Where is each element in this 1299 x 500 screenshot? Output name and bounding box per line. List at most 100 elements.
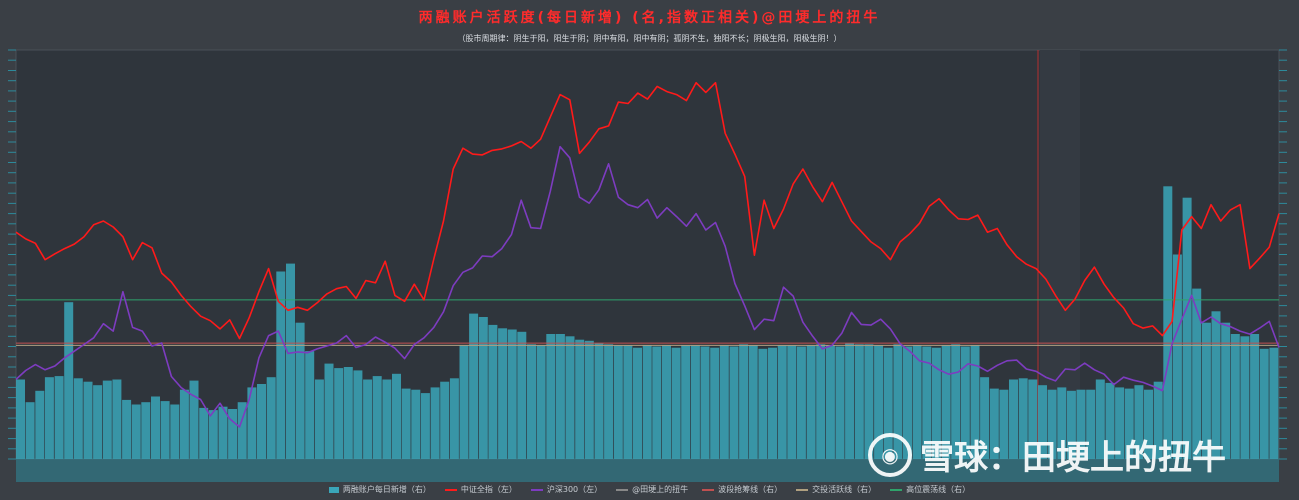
legend-item-hs: 沪深300（左） — [530, 484, 603, 495]
legend-item-author: @田埂上的扭牛 — [616, 484, 688, 495]
bar-76 — [748, 345, 758, 459]
bar-130 — [1269, 347, 1279, 459]
bar-6 — [73, 378, 83, 459]
bar-116 — [1134, 385, 1144, 459]
bar-42 — [420, 393, 430, 459]
bar-53 — [527, 344, 536, 459]
bar-123 — [1201, 322, 1211, 459]
legend-swatch-zz — [444, 488, 457, 491]
bar-38 — [382, 379, 392, 459]
bar-28 — [286, 263, 295, 459]
bar-35 — [353, 370, 363, 459]
bar-52 — [517, 331, 527, 459]
bar-20 — [208, 410, 218, 459]
bar-78 — [768, 347, 777, 459]
bar-55 — [546, 334, 556, 459]
bar-122 — [1192, 288, 1202, 459]
bar-89 — [874, 345, 884, 459]
bar-75 — [739, 344, 749, 459]
legend-swatch-author — [616, 488, 629, 491]
bar-112 — [1095, 379, 1105, 459]
bar-59 — [584, 340, 594, 459]
bar-8 — [93, 385, 103, 459]
bar-29 — [295, 322, 305, 459]
bar-110 — [1076, 389, 1086, 459]
bar-4 — [54, 376, 64, 459]
bar-61 — [604, 344, 614, 459]
reference-lines — [16, 299, 1279, 346]
bar-111 — [1086, 389, 1096, 459]
legend-label-bars: 两融账户每日新增（右） — [342, 485, 431, 494]
legend-item-bars: 两融账户每日新增（右） — [328, 484, 431, 495]
legend-label-hs: 沪深300（左） — [546, 485, 603, 494]
line-series — [15, 81, 1280, 428]
bar-32 — [324, 363, 334, 459]
bar-25 — [257, 384, 266, 459]
bar-81 — [796, 346, 806, 459]
bar-1 — [25, 402, 35, 459]
bar-30 — [305, 351, 315, 459]
bar-69 — [681, 345, 691, 459]
legend-swatch-active — [796, 488, 809, 491]
bar-3 — [44, 377, 54, 459]
bar-10 — [112, 379, 122, 459]
bar-66 — [652, 346, 662, 459]
bar-49 — [488, 324, 498, 459]
bar-47 — [469, 313, 479, 459]
bar-31 — [314, 379, 324, 459]
bar-84 — [825, 345, 835, 459]
bar-108 — [1057, 387, 1067, 459]
bar-13 — [141, 402, 151, 459]
bar-97 — [951, 344, 961, 459]
bar-88 — [864, 344, 874, 459]
bar-117 — [1144, 389, 1153, 459]
bar-82 — [806, 345, 816, 459]
bar-90 — [883, 347, 893, 459]
bar-57 — [565, 336, 575, 459]
bar-5 — [64, 302, 74, 459]
bar-93 — [912, 345, 922, 459]
bar-34 — [343, 367, 353, 459]
legend-item-active: 交投活跃线（右） — [796, 484, 876, 495]
bar-74 — [729, 346, 739, 459]
bar-67 — [662, 345, 671, 459]
bar-54 — [536, 345, 546, 459]
legend-swatch-hs — [530, 488, 543, 491]
bar-37 — [372, 376, 382, 459]
bar-62 — [613, 345, 623, 459]
bar-18 — [189, 380, 199, 459]
bar-72 — [710, 347, 720, 459]
bar-44 — [440, 381, 450, 459]
watermark-text: 雪球：田埂上的扭牛 — [920, 438, 1226, 478]
bar-95 — [931, 347, 941, 459]
series-line-zz — [15, 81, 1280, 340]
bar-24 — [247, 387, 257, 459]
bar-124 — [1211, 311, 1221, 459]
bar-79 — [777, 345, 787, 459]
bar-96 — [941, 345, 951, 459]
bar-65 — [642, 345, 652, 459]
bar-107 — [1047, 389, 1057, 459]
bar-56 — [555, 334, 565, 459]
bar-26 — [266, 377, 276, 459]
bar-92 — [903, 346, 912, 459]
bar-106 — [1038, 385, 1047, 459]
bar-129 — [1259, 348, 1269, 459]
bar-126 — [1230, 334, 1240, 459]
bar-99 — [970, 345, 980, 459]
bar-7 — [83, 381, 93, 459]
bar-87 — [854, 344, 864, 459]
right-axis — [1279, 49, 1287, 460]
bar-11 — [122, 399, 132, 459]
legend-swatch-high — [890, 488, 903, 491]
bar-118 — [1153, 381, 1163, 459]
legend-item-zz: 中证全指（左） — [444, 484, 517, 495]
legend-label-high: 高位震荡线（右） — [906, 485, 971, 494]
bar-125 — [1221, 322, 1231, 459]
bar-33 — [334, 368, 344, 459]
bar-21 — [218, 406, 228, 459]
bar-2 — [35, 390, 45, 459]
bar-50 — [498, 328, 508, 459]
snowball-logo-icon: ◉ — [868, 432, 912, 477]
